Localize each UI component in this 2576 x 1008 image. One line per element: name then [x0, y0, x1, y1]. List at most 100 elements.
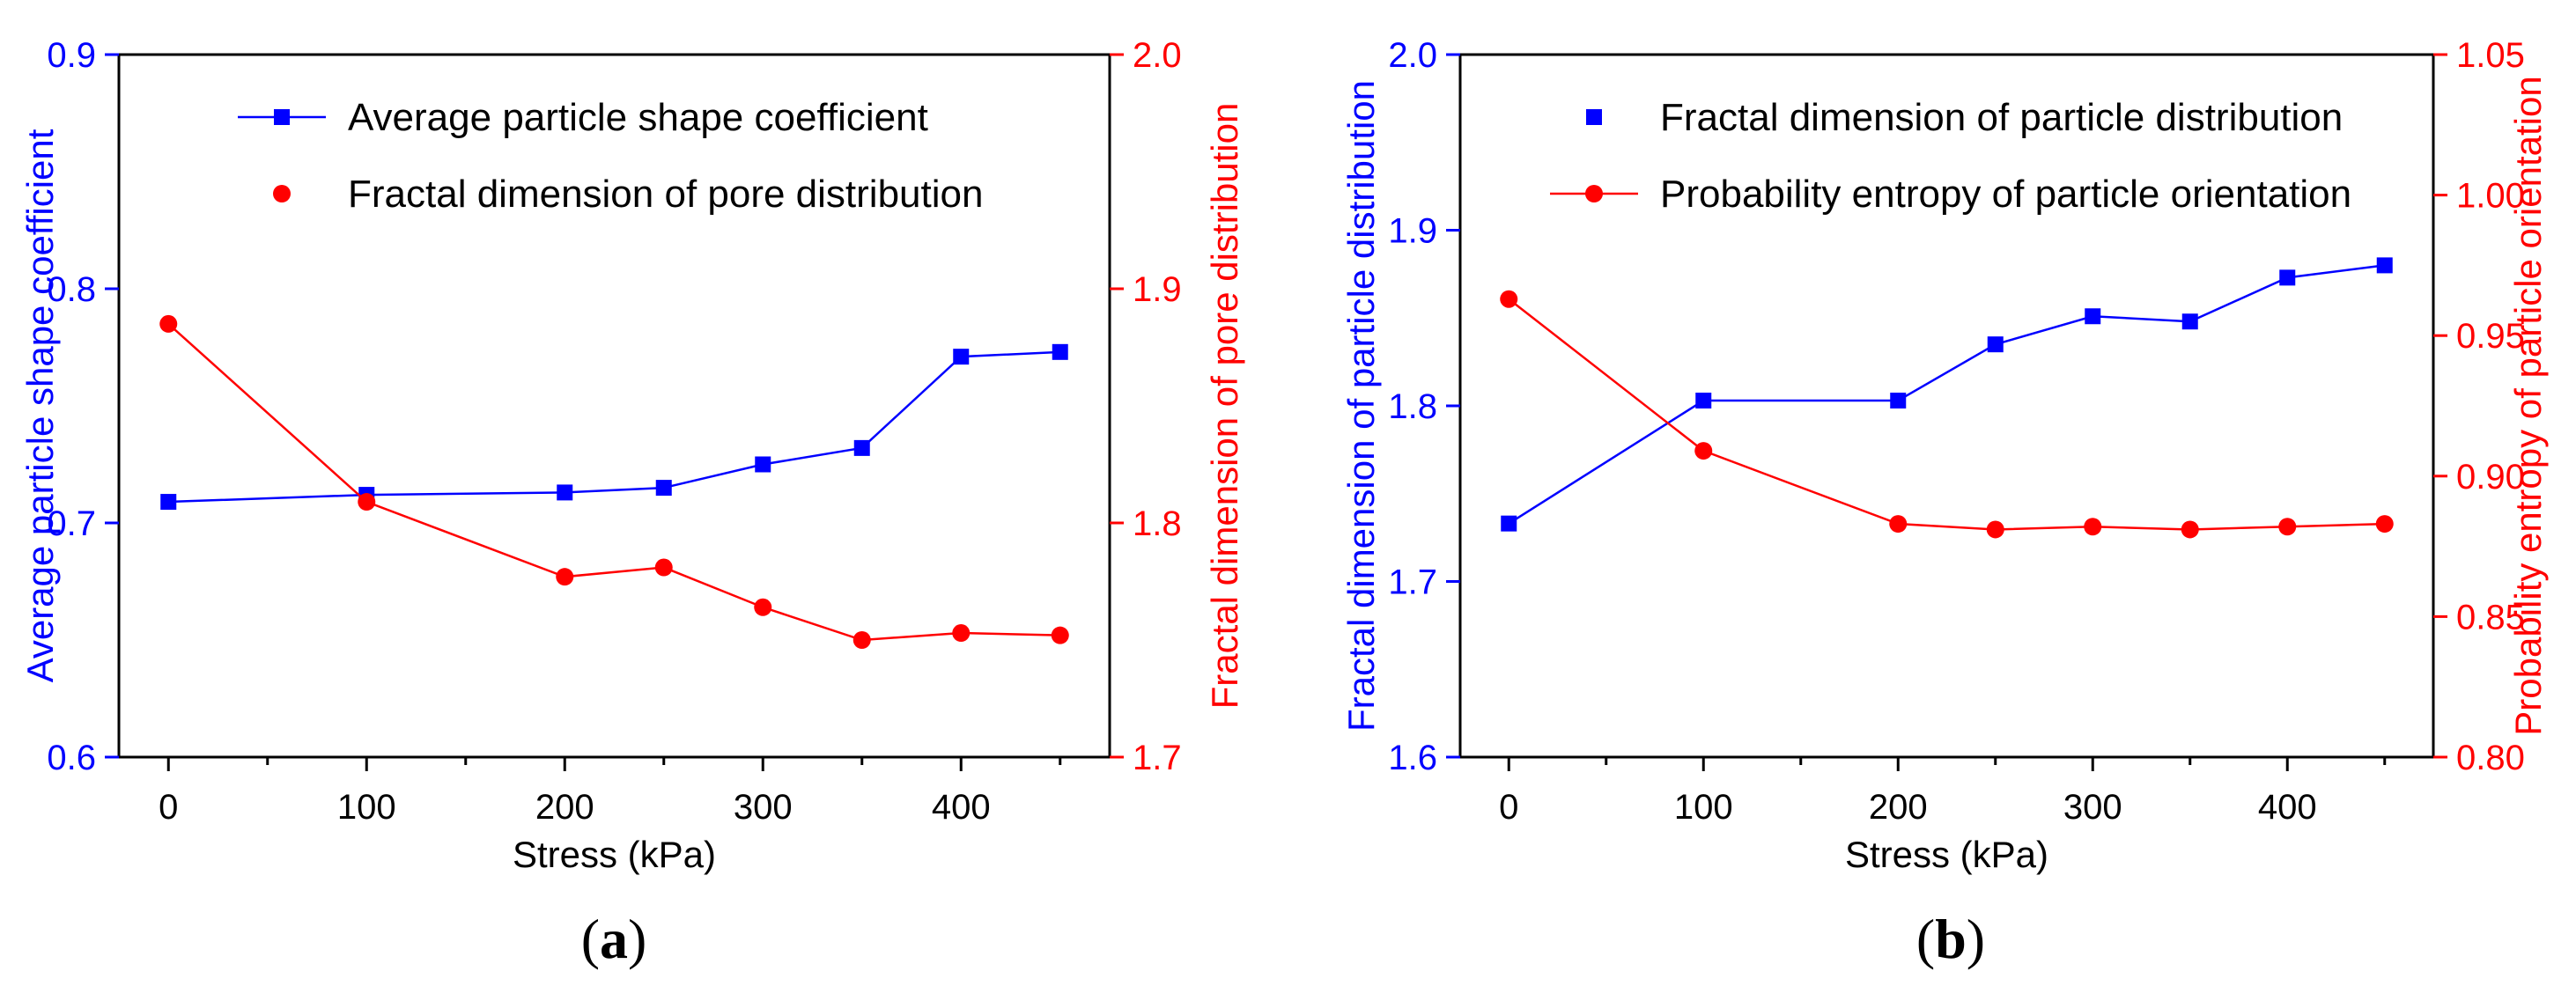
y-right-tick-label: 1.8 [1133, 504, 1182, 543]
series-blue [160, 343, 1068, 511]
x-axis-title: Stress (kPa) [513, 834, 716, 875]
data-point [2085, 308, 2101, 325]
data-point [1500, 290, 1518, 308]
data-point [358, 493, 376, 511]
panel-label-letter: a [600, 908, 628, 970]
legend-marker [1585, 185, 1603, 202]
x-tick-label: 300 [734, 788, 793, 827]
data-point [754, 598, 772, 616]
legend-label: Average particle shape coefficient [348, 96, 928, 139]
y-right-tick-label: 1.00 [2456, 177, 2525, 216]
y-right-tick-label: 2.0 [1133, 36, 1182, 75]
x-tick-label: 200 [535, 788, 594, 827]
data-point [654, 558, 673, 577]
x-tick-label: 300 [2063, 788, 2122, 827]
y-left-tick-label: 0.8 [47, 270, 96, 309]
data-point [2375, 515, 2394, 533]
y-left-tick-label: 1.8 [1388, 387, 1437, 426]
y-right-axis-title: Probability entropy of particle orientat… [2507, 76, 2549, 735]
panel-label: (b) [1916, 908, 1985, 970]
series-line [167, 322, 1060, 642]
y-right-tick-label: 0.80 [2456, 739, 2525, 777]
data-point [2181, 313, 2198, 330]
data-point [1889, 515, 1908, 533]
panel-label-open: ( [1916, 908, 1935, 970]
y-left-tick-label: 1.9 [1388, 212, 1437, 251]
data-point [1695, 393, 1712, 409]
x-tick-label: 100 [337, 788, 396, 827]
y-left-tick-label: 0.9 [47, 36, 96, 75]
panel-label-close: ) [1967, 908, 1985, 970]
data-point [1890, 393, 1907, 409]
legend: Average particle shape coefficient Fracta… [238, 96, 983, 216]
data-point [853, 439, 870, 456]
x-tick-label: 400 [932, 788, 991, 827]
legend-label: Fractal dimension of pore distribution [348, 173, 983, 216]
series-blue [1501, 257, 2393, 532]
x-tick-label: 400 [2258, 788, 2317, 827]
series-line [168, 350, 1060, 504]
y-left-tick-label: 0.6 [47, 739, 96, 777]
series-red [159, 314, 1069, 649]
legend-marker [274, 109, 290, 125]
y-right-tick-label: 0.90 [2456, 458, 2525, 497]
data-point [2376, 257, 2393, 274]
legend-item: Fractal dimension of particle distributi… [1586, 96, 2343, 139]
legend-item: Fractal dimension of pore distribution [273, 173, 983, 216]
y-left-axis-title: Fractal dimension of particle distributi… [1340, 80, 1382, 732]
y-left-tick-label: 1.6 [1388, 739, 1437, 777]
data-point [1986, 520, 2004, 539]
plot-frame [1458, 53, 2435, 759]
legend-item: Average particle shape coefficient [238, 96, 928, 139]
series-line [1508, 264, 2385, 525]
y-left-tick-label: 0.7 [47, 504, 96, 543]
data-point [853, 631, 871, 649]
data-point [2279, 269, 2296, 286]
x-tick-label: 200 [1869, 788, 1928, 827]
y-right-tick-label: 1.7 [1133, 739, 1182, 777]
data-point [159, 314, 178, 333]
x-tick-label: 0 [159, 788, 178, 827]
y-right-axis-title: Fractal dimension of pore distribution [1204, 103, 1245, 710]
legend: Fractal dimension of particle distributi… [1550, 96, 2351, 216]
data-point [2278, 518, 2297, 536]
panel-label-close: ) [628, 908, 646, 970]
chart-panel-a: 0 100 200 300 400 0.6 0.7 0.8 0.9 1.7 1.8 1.9 2.0 Str… [19, 36, 1245, 970]
data-point [557, 484, 573, 501]
y-left-tick-label: 1.7 [1388, 563, 1437, 602]
data-point [2084, 518, 2102, 536]
data-point [160, 494, 177, 511]
data-point [655, 480, 672, 497]
data-point [1052, 343, 1068, 360]
x-axis-title: Stress (kPa) [1845, 834, 2048, 875]
data-point [1987, 336, 2004, 353]
panel-label-open: ( [581, 908, 600, 970]
data-point [1501, 515, 1517, 532]
data-point [2181, 520, 2199, 539]
y-left-tick-label: 2.0 [1388, 36, 1437, 75]
data-point [1051, 626, 1069, 644]
data-point [755, 456, 771, 473]
data-point [556, 568, 574, 586]
panel-label: (a) [581, 908, 647, 970]
legend-item: Probability entropy of particle orientat… [1550, 173, 2351, 216]
series-line [1508, 298, 2385, 531]
y-right-tick-label: 0.85 [2456, 598, 2525, 636]
legend-label: Fractal dimension of particle distributi… [1660, 96, 2343, 139]
legend-marker [273, 185, 291, 202]
y-left-axis-title: Average particle shape coefficient [19, 129, 61, 682]
chart-panel-b: 0 100 200 300 400 1.6 1.7 1.8 1.9 2.0 0.80 0.85 0.90… [1340, 36, 2549, 970]
x-tick-label: 0 [1499, 788, 1518, 827]
panel-label-letter: b [1935, 908, 1967, 970]
data-point [1694, 442, 1713, 460]
plot-frame [117, 53, 1111, 759]
y-right-tick-label: 1.9 [1133, 270, 1182, 309]
x-tick-label: 100 [1674, 788, 1733, 827]
data-point [953, 349, 970, 365]
data-point [952, 624, 971, 643]
series-red [1500, 290, 2394, 539]
legend-marker [1586, 109, 1602, 125]
legend-label: Probability entropy of particle orientat… [1660, 173, 2351, 216]
y-right-tick-label: 0.95 [2456, 317, 2525, 356]
